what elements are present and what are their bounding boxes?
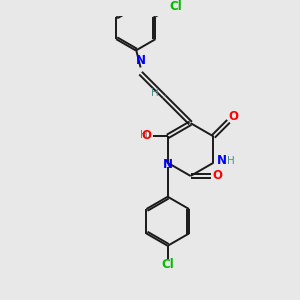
Text: N: N [217,154,227,167]
Text: O: O [212,169,222,182]
Text: N: N [163,158,173,171]
Text: H: H [140,130,148,140]
Text: Cl: Cl [161,258,174,271]
Text: H: H [226,156,234,166]
Text: H: H [151,88,159,98]
Text: Cl: Cl [169,0,182,13]
Text: N: N [136,55,146,68]
Text: O: O [228,110,238,123]
Text: O: O [142,129,152,142]
